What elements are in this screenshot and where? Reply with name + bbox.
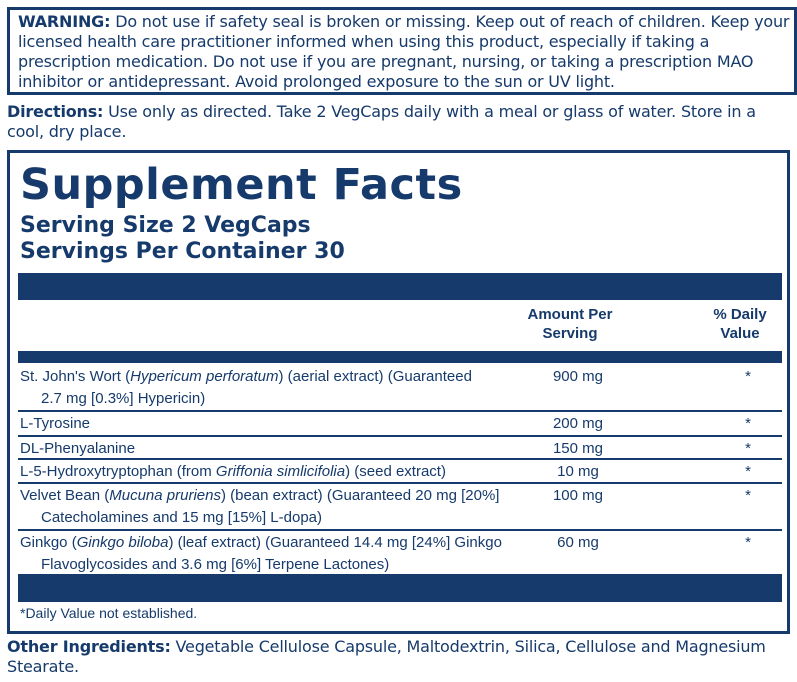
ingredient-amount: 10 mg [557,463,599,480]
name-text: Flavoglycosides and 3.6 mg [6%] Terpene … [41,556,390,573]
name-text: L-5-Hydroxytryptophan (from [20,463,216,480]
directions-text: Use only as directed. Take 2 VegCaps dai… [7,102,756,141]
daily-header-line2: Value [720,325,760,342]
name-text: Catecholamines and 15 mg [15%] L-dopa) [41,509,323,526]
other-ingredients-label: Other Ingredients: [7,637,171,656]
name-text: St. John's Wort ( [20,368,131,385]
latin-name: Mucuna pruriens [109,487,221,504]
footnote: *Daily Value not established. [20,605,198,621]
daily-value: * [745,463,751,480]
directions-label: Directions: [7,102,104,121]
name-text: Ginkgo ( [20,534,77,551]
ingredient-amount: 200 mg [552,415,604,432]
daily-value-header: % Daily Value [680,305,797,343]
ingredient-name: L-5-Hydroxytryptophan (from Griffonia si… [20,461,520,483]
ingredient-row: L-5-Hydroxytryptophan (from Griffonia si… [18,460,782,484]
ingredient-name: Ginkgo (Ginkgo biloba) (leaf extract) (G… [20,532,520,576]
ingredient-amount: 900 mg [552,368,604,385]
bottom-divider [18,576,782,602]
ingredient-name: Velvet Bean (Mucuna pruriens) (bean extr… [20,485,520,529]
ingredient-name: L-Tyrosine [20,413,520,435]
ingredient-name: DL-Phenyalanine [20,438,520,460]
latin-name: Ginkgo biloba [76,534,169,551]
other-ingredients: Other Ingredients: Vegetable Cellulose C… [7,637,792,677]
ingredient-name-line1: Ginkgo (Ginkgo biloba) (leaf extract) (G… [20,532,520,554]
servings-per-container: Servings Per Container 30 [20,239,345,264]
ingredient-row: L-Tyrosine 200 mg * [18,412,782,437]
medium-divider [18,351,782,363]
supplement-facts-panel: Supplement Facts Serving Size 2 VegCaps … [7,150,790,634]
daily-header-line1: % Daily [713,306,767,323]
daily-value: * [745,440,751,457]
warning-box: WARNING: Do not use if safety seal is br… [7,7,797,95]
daily-value: * [745,368,751,385]
ingredient-row: Velvet Bean (Mucuna pruriens) (bean extr… [18,484,782,531]
ingredient-name-line1: DL-Phenyalanine [20,438,520,460]
ingredient-name: St. John's Wort (Hypericum perforatum) (… [20,366,520,410]
warning-label: WARNING: [18,12,111,31]
ingredient-row: DL-Phenyalanine 150 mg * [18,437,782,460]
ingredient-amount: 150 mg [552,440,604,457]
name-text: DL-Phenyalanine [20,440,136,457]
name-text: ) (seed extract) [345,463,446,480]
ingredient-name-line1: St. John's Wort (Hypericum perforatum) (… [20,366,520,388]
name-text: L-Tyrosine [20,415,91,432]
ingredient-name-line2: 2.7 mg [0.3%] Hypericin) [20,388,520,410]
daily-value: * [745,415,751,432]
amount-header-line1: Amount Per [527,306,613,323]
amount-header-line2: Serving [542,325,598,342]
serving-size: Serving Size 2 VegCaps [20,213,311,238]
latin-name: Hypericum perforatum [130,368,279,385]
thick-divider [18,273,782,300]
ingredient-row: Ginkgo (Ginkgo biloba) (leaf extract) (G… [18,531,782,576]
ingredient-name-line1: L-Tyrosine [20,413,520,435]
directions: Directions: Use only as directed. Take 2… [7,102,792,142]
name-text: ) (bean extract) (Guaranteed 20 mg [20%] [220,487,500,504]
name-text: 2.7 mg [0.3%] Hypericin) [41,390,206,407]
ingredient-name-line2: Flavoglycosides and 3.6 mg [6%] Terpene … [20,554,520,576]
name-text: ) (leaf extract) (Guaranteed 14.4 mg [24… [168,534,502,551]
daily-value: * [745,534,751,551]
daily-value: * [745,487,751,504]
ingredient-name-line2: Catecholamines and 15 mg [15%] L-dopa) [20,507,520,529]
ingredient-amount: 100 mg [552,487,604,504]
ingredient-row: St. John's Wort (Hypericum perforatum) (… [18,365,782,412]
panel-title: Supplement Facts [20,160,463,210]
other-ingredients-text: Vegetable Cellulose Capsule, Maltodextri… [7,637,766,676]
warning-text: Do not use if safety seal is broken or m… [18,12,790,91]
ingredient-amount: 60 mg [557,534,599,551]
name-text: Velvet Bean ( [20,487,110,504]
latin-name: Griffonia simlicifolia [215,463,346,480]
ingredient-name-line1: Velvet Bean (Mucuna pruriens) (bean extr… [20,485,520,507]
amount-header: Amount Per Serving [510,305,630,343]
name-text: ) (aerial extract) (Guaranteed [278,368,472,385]
ingredient-name-line1: L-5-Hydroxytryptophan (from Griffonia si… [20,461,520,483]
